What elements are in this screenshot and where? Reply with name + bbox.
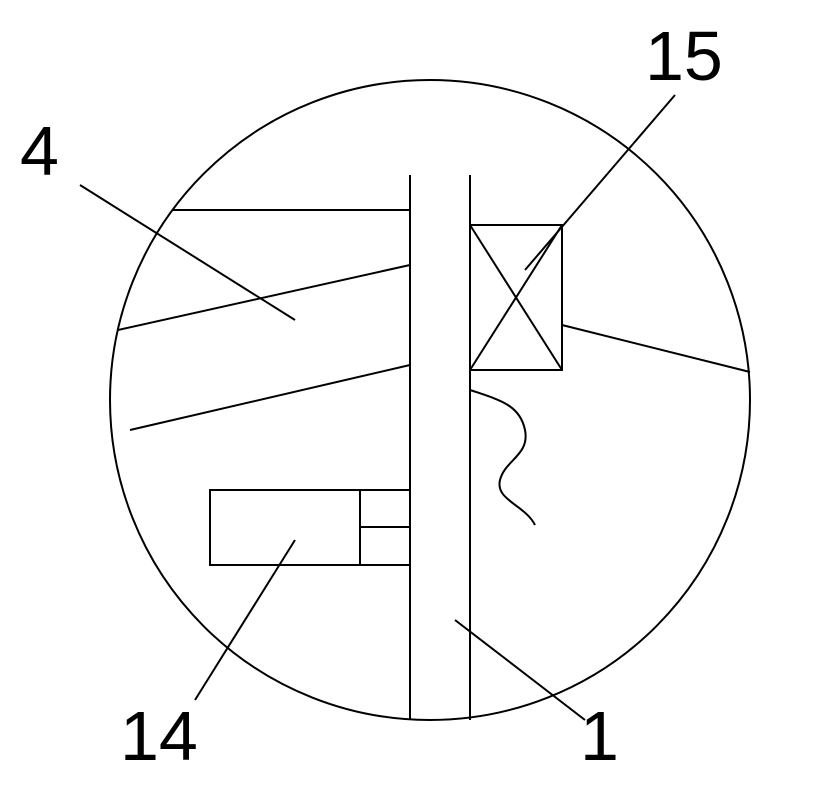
callout-line-c1	[455, 620, 585, 720]
callout-label-c4: 4	[20, 112, 59, 190]
line-right_diag	[562, 325, 750, 372]
callout-line-c15	[525, 95, 675, 270]
line-diag_lower	[130, 365, 410, 430]
callout-label-c14: 14	[120, 697, 198, 775]
engineering-diagram: 15 4 14 1	[0, 0, 834, 806]
boundary-circle	[110, 80, 750, 720]
line-diag_upper	[118, 265, 410, 330]
callout-label-c15: 15	[645, 17, 723, 95]
squiggle	[470, 390, 535, 525]
callout-label-c1: 1	[580, 697, 619, 775]
callout-line-c4	[80, 185, 295, 320]
